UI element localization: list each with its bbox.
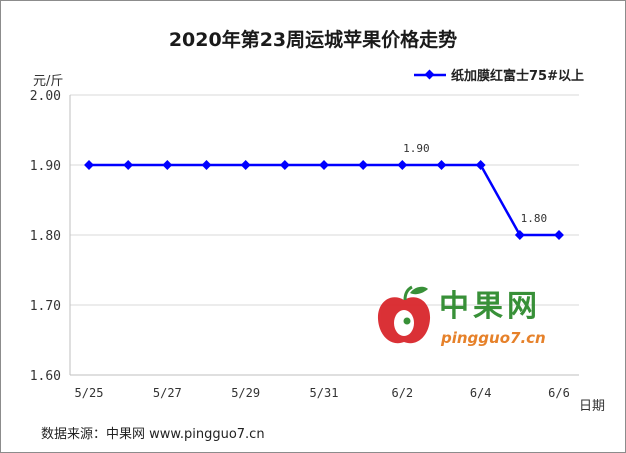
data-point <box>436 160 447 170</box>
zhongguo-logo: 中果网 pingguo7.cn <box>377 285 546 347</box>
y-tick-label: 1.60 <box>30 369 61 384</box>
data-point <box>358 160 369 170</box>
legend-label: 纸加膜红富士75#以上 <box>451 68 584 84</box>
data-point <box>554 230 564 240</box>
legend: 纸加膜红富士75#以上 <box>414 68 584 84</box>
source-note: 数据来源：中果网 www.pingguo7.cn <box>41 427 265 442</box>
x-tick-label: 5/29 <box>231 386 260 400</box>
logo-name: 中果网 <box>439 289 541 324</box>
series-layer <box>84 160 564 240</box>
y-tick-label: 2.00 <box>30 89 61 104</box>
data-point <box>397 160 408 170</box>
x-tick-label: 6/4 <box>470 386 492 400</box>
x-tick-label: 5/27 <box>153 386 182 400</box>
x-axis-label: 日期 <box>579 399 605 414</box>
data-labels: 1.90 1.80 <box>403 142 547 225</box>
data-point <box>514 230 525 240</box>
x-tick-label: 5/25 <box>75 386 104 400</box>
data-point <box>84 160 94 170</box>
data-point <box>201 160 212 170</box>
chart-title: 2020年第23周运城苹果价格走势 <box>169 28 457 51</box>
data-point <box>162 160 173 170</box>
data-point <box>123 160 134 170</box>
data-point <box>279 160 290 170</box>
y-tick-label: 1.80 <box>30 229 61 244</box>
apple-logo-icon <box>377 285 431 344</box>
y-tick-label: 1.90 <box>30 159 61 174</box>
x-tick-labels: 5/25 5/27 5/29 5/31 6/2 6/4 6/6 <box>75 386 570 400</box>
y-tick-label: 1.70 <box>30 299 61 314</box>
y-axis-label: 元/斤 <box>33 74 63 89</box>
data-label: 1.90 <box>403 142 430 155</box>
x-tick-label: 6/6 <box>548 386 570 400</box>
legend-marker-icon <box>424 69 435 80</box>
data-point <box>475 160 486 170</box>
x-tick-label: 5/31 <box>310 386 339 400</box>
data-point <box>319 160 329 170</box>
logo-url: pingguo7.cn <box>440 329 546 347</box>
x-tick-label: 6/2 <box>391 386 413 400</box>
data-label: 1.80 <box>521 212 548 225</box>
series-line <box>89 163 559 237</box>
y-tick-labels: 2.00 1.90 1.80 1.70 1.60 <box>30 89 61 384</box>
data-point <box>240 160 251 170</box>
